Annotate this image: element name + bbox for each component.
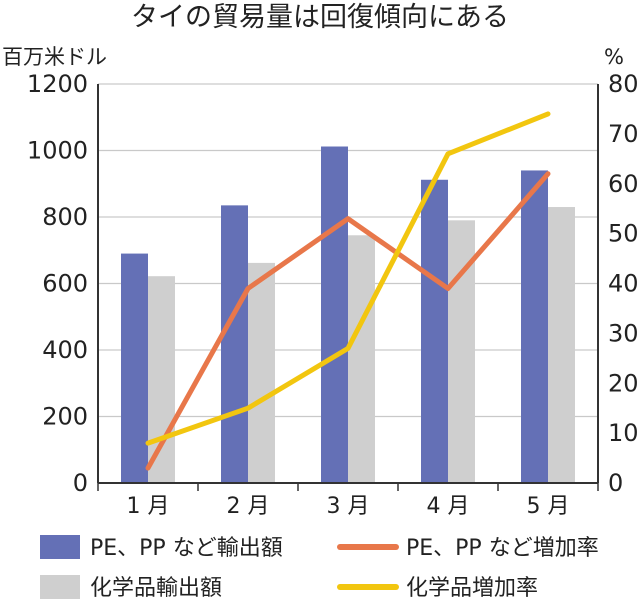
axes: 0 200 400 600 800 1000 1200 0 10 20 30 40 50 60 70 80 1 … xyxy=(27,70,639,519)
left-tick-label: 0 xyxy=(73,469,88,497)
bar xyxy=(521,170,548,483)
bar xyxy=(248,262,275,483)
bar xyxy=(121,253,148,483)
legend-swatch xyxy=(40,575,80,599)
left-tick-label: 200 xyxy=(42,403,88,431)
right-tick-label: 70 xyxy=(608,120,639,148)
lines xyxy=(145,111,551,471)
left-axis-unit: 百万米ドル xyxy=(2,45,107,69)
bar xyxy=(548,207,575,483)
right-tick-label: 30 xyxy=(608,319,639,347)
bar xyxy=(421,179,448,483)
series-line xyxy=(145,171,551,471)
left-tick-label: 400 xyxy=(42,336,88,364)
legend-swatch xyxy=(40,535,80,559)
bars xyxy=(121,146,575,484)
right-tick-label: 20 xyxy=(608,369,639,397)
right-tick-label: 0 xyxy=(608,469,623,497)
left-tick-label: 800 xyxy=(42,203,88,231)
right-tick-label: 50 xyxy=(608,220,639,248)
legend-label: PE、PP など増加率 xyxy=(406,536,599,561)
bar xyxy=(348,235,375,483)
right-axis-unit: % xyxy=(604,45,624,69)
x-tick-label: 3 月 xyxy=(327,494,370,519)
left-tick-label: 1000 xyxy=(27,137,88,165)
bar xyxy=(321,146,348,483)
legend-label: 化学品輸出額 xyxy=(90,576,222,601)
right-tick-label: 80 xyxy=(608,70,639,98)
x-tick-label: 1 月 xyxy=(127,494,170,519)
left-tick-label: 1200 xyxy=(27,70,88,98)
x-tick-label: 5 月 xyxy=(527,494,570,519)
left-tick-label: 600 xyxy=(42,270,88,298)
chart-title: タイの貿易量は回復傾向にある xyxy=(131,2,509,33)
x-tick-label: 2 月 xyxy=(227,494,270,519)
right-tick-label: 40 xyxy=(608,270,639,298)
x-tick-label: 4 月 xyxy=(427,494,470,519)
bar xyxy=(221,205,248,484)
bar xyxy=(148,276,175,483)
legend-label: 化学品増加率 xyxy=(406,576,538,601)
series-line xyxy=(145,111,551,446)
right-tick-label: 10 xyxy=(608,419,639,447)
legend-label: PE、PP など輸出額 xyxy=(90,536,283,561)
right-tick-label: 60 xyxy=(608,170,639,198)
